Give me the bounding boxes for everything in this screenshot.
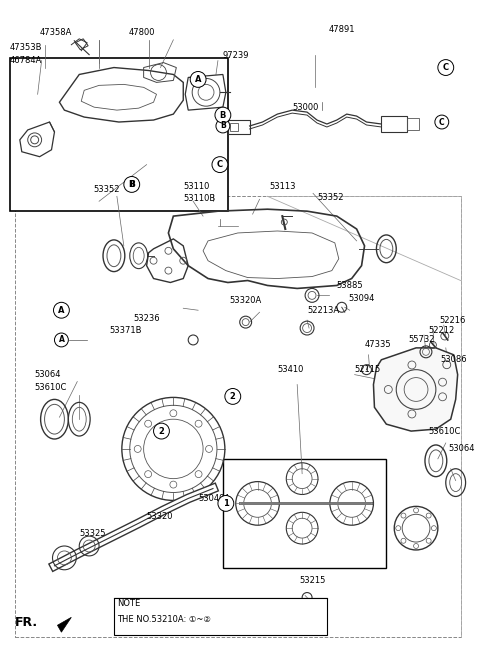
Text: 52115: 52115 xyxy=(355,365,381,374)
Circle shape xyxy=(124,176,140,192)
Text: FR.: FR. xyxy=(15,616,38,628)
Polygon shape xyxy=(373,348,457,431)
Text: 53064: 53064 xyxy=(449,444,475,454)
Circle shape xyxy=(435,115,449,129)
Text: 52216: 52216 xyxy=(440,316,466,325)
Text: 53113: 53113 xyxy=(269,182,296,191)
Text: 2: 2 xyxy=(158,427,165,436)
Text: 53110: 53110 xyxy=(183,182,210,191)
Circle shape xyxy=(438,60,454,76)
Text: A: A xyxy=(195,75,202,84)
Text: B: B xyxy=(220,121,226,131)
Text: 47335: 47335 xyxy=(364,340,391,350)
Text: 46784A: 46784A xyxy=(10,56,42,65)
Text: C: C xyxy=(439,117,444,127)
Bar xyxy=(228,120,250,134)
Circle shape xyxy=(53,302,69,318)
Text: 97239: 97239 xyxy=(223,51,250,60)
Text: 53215: 53215 xyxy=(299,576,325,585)
Text: C: C xyxy=(443,63,449,72)
Circle shape xyxy=(225,389,240,404)
Text: 53371B: 53371B xyxy=(109,326,142,334)
Bar xyxy=(407,118,419,130)
Circle shape xyxy=(125,178,139,192)
Text: B: B xyxy=(220,111,226,119)
Bar xyxy=(10,58,228,211)
Text: THE NO.53210A: ①~②: THE NO.53210A: ①~② xyxy=(117,615,211,624)
Text: B: B xyxy=(129,180,134,189)
Bar xyxy=(15,196,461,637)
Bar xyxy=(114,598,327,635)
Text: 53110B: 53110B xyxy=(183,194,216,203)
Circle shape xyxy=(212,157,228,173)
Text: 47891: 47891 xyxy=(329,25,355,34)
Bar xyxy=(223,459,386,567)
Polygon shape xyxy=(58,617,72,632)
Text: 53885: 53885 xyxy=(337,281,363,290)
Circle shape xyxy=(215,107,231,123)
Circle shape xyxy=(190,72,206,87)
Text: 47358A: 47358A xyxy=(40,28,72,38)
Text: 1: 1 xyxy=(223,499,229,508)
Text: 53236: 53236 xyxy=(134,314,160,323)
Text: 47353B: 47353B xyxy=(10,44,42,52)
Text: NOTE: NOTE xyxy=(117,599,140,608)
Text: A: A xyxy=(59,336,64,344)
Text: 47800: 47800 xyxy=(129,28,155,38)
Text: B: B xyxy=(129,180,135,189)
Text: 53064: 53064 xyxy=(35,370,61,379)
Text: 53610C: 53610C xyxy=(35,383,67,392)
Text: 53352: 53352 xyxy=(317,193,344,202)
Text: 53094: 53094 xyxy=(348,294,375,303)
Text: 53325: 53325 xyxy=(79,529,106,537)
Circle shape xyxy=(154,423,169,439)
Text: 53320: 53320 xyxy=(146,512,173,521)
Text: A: A xyxy=(58,306,65,315)
Text: 53040A: 53040A xyxy=(198,494,230,503)
Circle shape xyxy=(218,496,234,511)
Circle shape xyxy=(216,119,230,133)
Bar xyxy=(230,123,238,131)
Text: 53410: 53410 xyxy=(277,365,304,374)
Text: 53086: 53086 xyxy=(441,355,468,364)
Text: 53320A: 53320A xyxy=(230,296,262,305)
Text: C: C xyxy=(217,160,223,169)
Text: 55732: 55732 xyxy=(408,336,434,344)
Text: 52213A: 52213A xyxy=(307,306,339,315)
Bar xyxy=(382,116,407,132)
Text: 53000: 53000 xyxy=(292,103,319,112)
Text: 53352: 53352 xyxy=(93,185,120,194)
Circle shape xyxy=(55,333,68,347)
Text: 2: 2 xyxy=(230,392,236,401)
Text: 53610C: 53610C xyxy=(428,427,460,436)
Text: 52212: 52212 xyxy=(428,326,454,334)
